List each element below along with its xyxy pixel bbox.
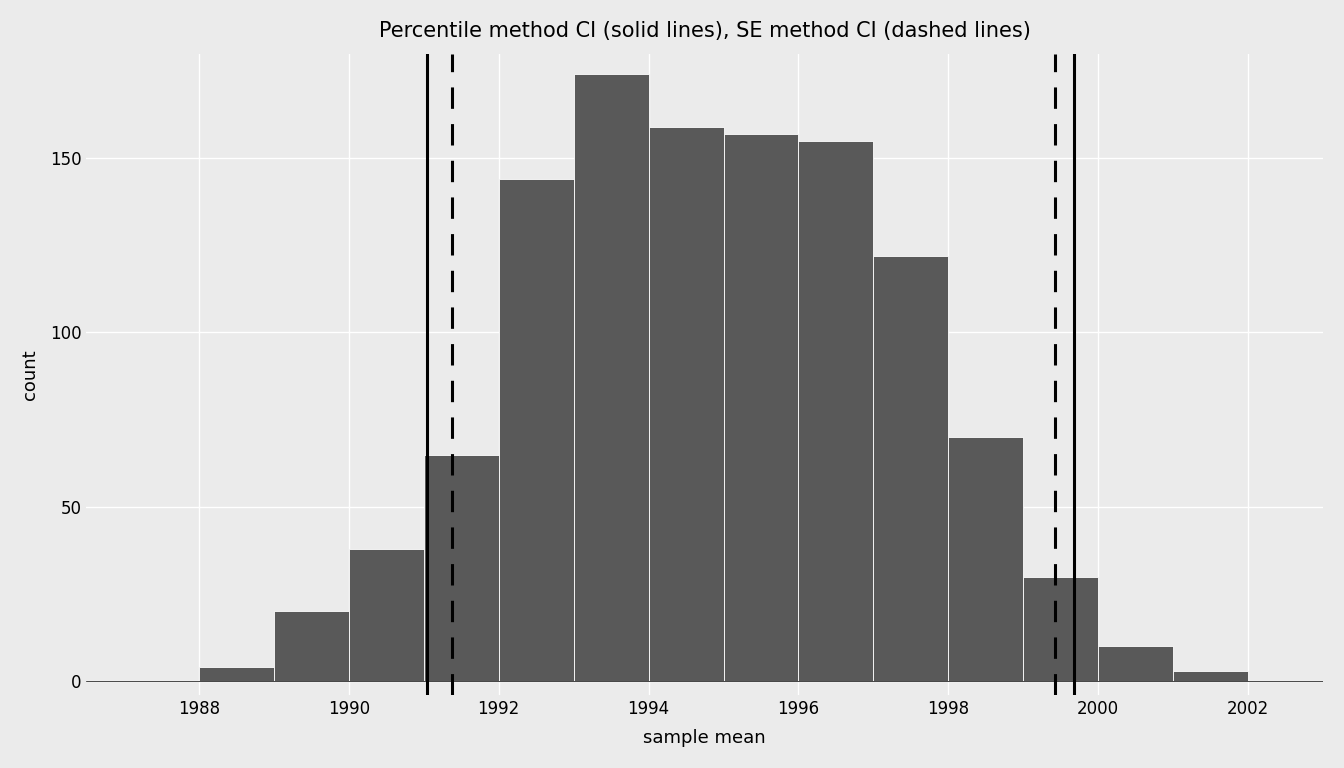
Title: Percentile method CI (solid lines), SE method CI (dashed lines): Percentile method CI (solid lines), SE m…: [379, 21, 1031, 41]
Bar: [723, 134, 798, 681]
Bar: [274, 611, 349, 681]
Bar: [1023, 577, 1098, 681]
X-axis label: sample mean: sample mean: [644, 729, 766, 747]
Bar: [949, 437, 1023, 681]
Bar: [574, 74, 649, 681]
Bar: [349, 548, 423, 681]
Bar: [798, 141, 874, 681]
Bar: [499, 179, 574, 681]
Bar: [874, 256, 949, 681]
Bar: [1098, 647, 1173, 681]
Bar: [423, 455, 499, 681]
Y-axis label: count: count: [22, 349, 39, 399]
Bar: [649, 127, 723, 681]
Bar: [1173, 670, 1249, 681]
Bar: [199, 667, 274, 681]
